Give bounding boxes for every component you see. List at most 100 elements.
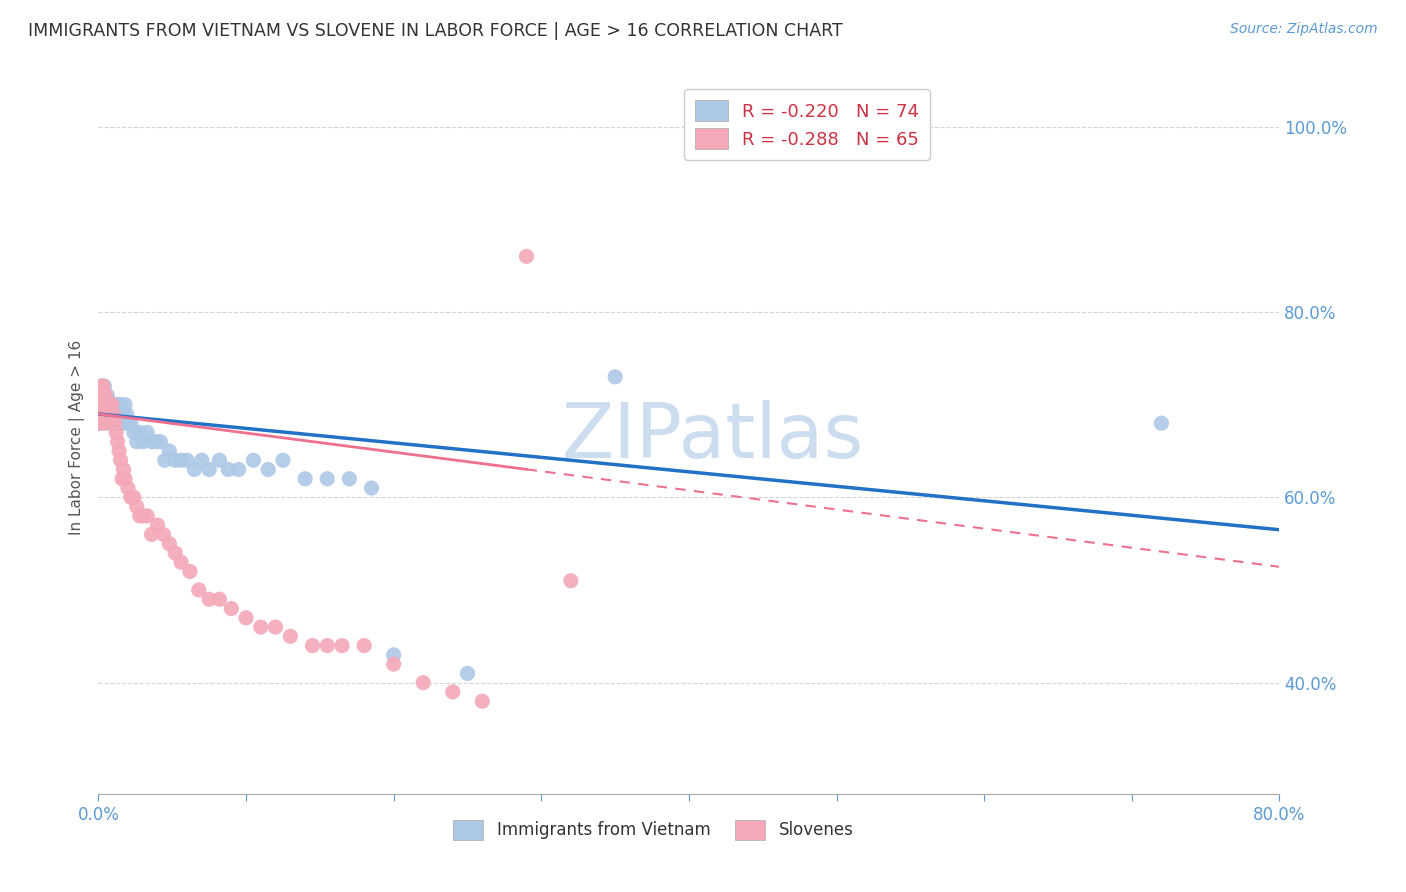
Point — [107, 434, 129, 449]
Point — [91, 398, 114, 412]
Point — [198, 462, 221, 476]
Point — [316, 472, 339, 486]
Point — [103, 407, 125, 421]
Point — [98, 398, 121, 412]
Text: Source: ZipAtlas.com: Source: ZipAtlas.com — [1230, 22, 1378, 37]
Point — [122, 491, 145, 505]
Point — [98, 407, 121, 421]
Point — [316, 639, 339, 653]
Point — [157, 444, 180, 458]
Point — [93, 379, 115, 393]
Point — [97, 407, 120, 421]
Point — [94, 398, 117, 412]
Point — [208, 453, 231, 467]
Point — [145, 434, 167, 449]
Point — [141, 527, 163, 541]
Point — [235, 611, 257, 625]
Point — [228, 462, 250, 476]
Point — [125, 500, 148, 514]
Point — [191, 453, 214, 467]
Point — [112, 416, 135, 430]
Point — [152, 527, 174, 541]
Point — [87, 416, 110, 430]
Y-axis label: In Labor Force | Age > 16: In Labor Force | Age > 16 — [69, 340, 84, 534]
Point — [104, 416, 127, 430]
Text: ZIPatlas: ZIPatlas — [561, 401, 863, 474]
Point — [90, 379, 112, 393]
Point — [96, 388, 118, 402]
Point — [560, 574, 582, 588]
Point — [157, 536, 180, 550]
Point — [91, 388, 114, 402]
Point — [170, 453, 193, 467]
Point — [103, 407, 125, 421]
Point — [112, 462, 135, 476]
Point — [120, 416, 142, 430]
Point — [441, 685, 464, 699]
Point — [165, 453, 187, 467]
Point — [91, 398, 114, 412]
Point — [90, 388, 112, 402]
Point — [128, 508, 150, 523]
Point — [125, 434, 148, 449]
Legend: Immigrants from Vietnam, Slovenes: Immigrants from Vietnam, Slovenes — [447, 814, 860, 847]
Point — [110, 453, 132, 467]
Point — [94, 398, 117, 412]
Point — [128, 425, 150, 440]
Point — [105, 425, 128, 440]
Point — [242, 453, 264, 467]
Point — [107, 398, 129, 412]
Point — [93, 388, 115, 402]
Text: IMMIGRANTS FROM VIETNAM VS SLOVENE IN LABOR FORCE | AGE > 16 CORRELATION CHART: IMMIGRANTS FROM VIETNAM VS SLOVENE IN LA… — [28, 22, 842, 40]
Point — [198, 592, 221, 607]
Point — [294, 472, 316, 486]
Point — [382, 657, 405, 672]
Point — [179, 565, 201, 579]
Point — [187, 582, 209, 597]
Point — [93, 398, 115, 412]
Point — [90, 398, 112, 412]
Point — [100, 398, 122, 412]
Point — [132, 508, 155, 523]
Point — [90, 407, 112, 421]
Point — [117, 416, 139, 430]
Point — [111, 472, 134, 486]
Point — [208, 592, 231, 607]
Point — [271, 453, 294, 467]
Point — [360, 481, 382, 495]
Point — [89, 407, 111, 421]
Point — [353, 639, 375, 653]
Point — [264, 620, 287, 634]
Point — [93, 398, 115, 412]
Point — [104, 416, 127, 430]
Point — [90, 379, 112, 393]
Point — [114, 472, 136, 486]
Point — [217, 462, 239, 476]
Point — [183, 462, 205, 476]
Point — [89, 407, 111, 421]
Point — [87, 416, 110, 430]
Point — [89, 388, 111, 402]
Point — [103, 416, 125, 430]
Point — [96, 407, 118, 421]
Point — [382, 648, 405, 662]
Point — [93, 407, 115, 421]
Point — [96, 398, 118, 412]
Point — [97, 407, 120, 421]
Point — [1150, 416, 1173, 430]
Point — [93, 407, 115, 421]
Point — [89, 398, 111, 412]
Point — [93, 416, 115, 430]
Point — [94, 407, 117, 421]
Point — [103, 398, 125, 412]
Point — [98, 398, 121, 412]
Point — [117, 481, 139, 495]
Point — [471, 694, 494, 708]
Point — [412, 675, 434, 690]
Point — [114, 398, 136, 412]
Point — [96, 398, 118, 412]
Point — [165, 546, 187, 560]
Point — [122, 425, 145, 440]
Point — [90, 416, 112, 430]
Point — [141, 434, 163, 449]
